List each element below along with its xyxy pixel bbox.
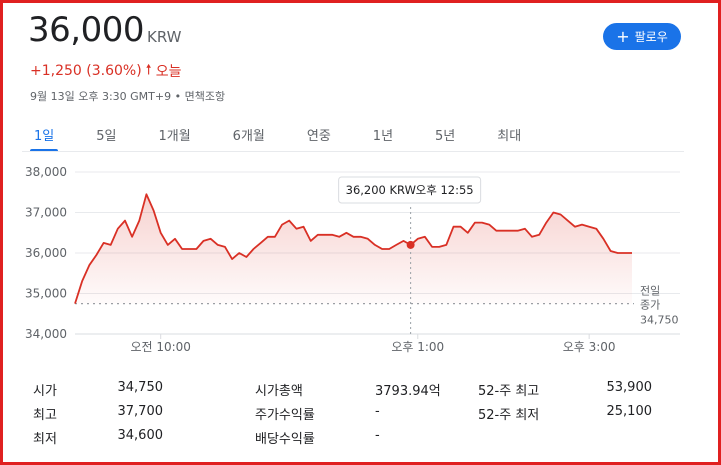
stat-value: 25,100	[606, 404, 653, 419]
price-area	[75, 194, 632, 304]
tab-1y[interactable]: 1년	[372, 129, 394, 144]
stat-label: 최고	[33, 408, 57, 423]
x-tick-label: 오후 1:00	[391, 340, 444, 354]
stat-value: 37,700	[117, 404, 164, 419]
stat-label: 시가	[33, 384, 57, 399]
change-period: 오늘	[155, 64, 182, 80]
previous-close-label: 전일	[640, 284, 660, 298]
hover-point	[406, 240, 415, 249]
arrow-up-icon: 🠕	[145, 62, 152, 78]
y-tick-label: 34,000	[25, 327, 67, 341]
tooltip-price: 36,200 KRW	[346, 183, 416, 197]
previous-close-value: 34,750	[640, 314, 679, 327]
follow-button[interactable]: + 팔로우	[603, 23, 681, 50]
stat-label: 시가총액	[255, 384, 303, 399]
x-tick-label: 오후 3:00	[563, 340, 616, 354]
previous-close-label: 종가	[640, 299, 660, 312]
tab-5y[interactable]: 5년	[435, 129, 456, 144]
price-line	[74, 193, 632, 304]
stat-label: 최저	[33, 432, 57, 447]
tab-ytd[interactable]: 연중	[306, 129, 331, 144]
y-tick-label: 37,000	[25, 206, 67, 220]
stat-label: 52-주 최저	[478, 408, 540, 423]
y-tick-label: 35,000	[25, 287, 67, 301]
stat-value: 53,900	[606, 380, 653, 395]
tab-6m[interactable]: 6개월	[232, 129, 265, 144]
x-tick-label: 오전 10:00	[130, 340, 190, 354]
stat-label: 52-주 최고	[478, 384, 540, 399]
stat-label: 배당수익률	[255, 432, 315, 447]
quote-meta: 9월 13일 오후 3:30 GMT+9 • 면책조항	[30, 90, 226, 103]
follow-button-label: 팔로우	[634, 30, 668, 44]
change-value: +1,250 (3.60%)	[30, 63, 142, 79]
price-change: +1,250 (3.60%) 🠕 오늘	[30, 59, 181, 83]
stat-value: 3793.94억	[375, 384, 441, 399]
tabs-divider	[22, 151, 684, 152]
current-price: 36,000	[28, 10, 144, 50]
stat-value: 34,750	[117, 380, 164, 395]
stat-value: 34,600	[117, 428, 164, 443]
stat-value: -	[375, 404, 380, 419]
tab-5d[interactable]: 5일	[96, 129, 117, 144]
tab-1d[interactable]: 1일	[22, 118, 66, 152]
range-tabs: 1일 5일 1개월 6개월 연중 1년 5년 최대	[22, 118, 551, 152]
y-tick-label: 36,000	[25, 246, 67, 260]
plus-icon: +	[616, 26, 630, 46]
tab-1m[interactable]: 1개월	[158, 129, 191, 144]
stat-label: 주가수익률	[255, 408, 315, 423]
tooltip-time: 오후 12:55	[416, 183, 474, 197]
y-tick-label: 38,000	[25, 165, 67, 179]
tooltip-box	[338, 176, 482, 204]
currency-label: KRW	[147, 28, 182, 46]
tab-max[interactable]: 최대	[497, 129, 522, 144]
stat-value: -	[375, 428, 380, 443]
